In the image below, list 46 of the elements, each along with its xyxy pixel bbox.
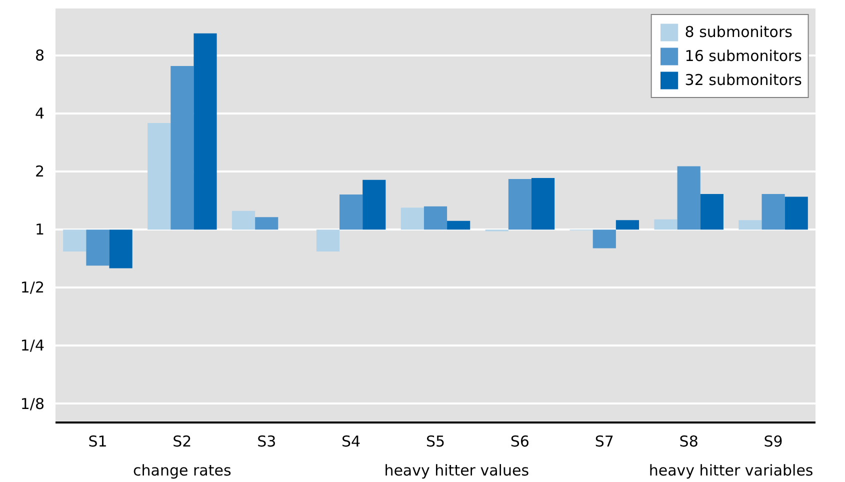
bar [316, 230, 340, 252]
bar [232, 210, 256, 230]
x-tick-label: S8 [679, 432, 698, 450]
legend-label: 16 submonitors [684, 47, 802, 65]
bar [762, 194, 785, 230]
bar [400, 208, 424, 230]
x-tick-label: S7 [594, 432, 614, 450]
bar [340, 194, 363, 230]
y-tick-label: 1/4 [20, 336, 44, 355]
bar [616, 220, 640, 230]
y-tick-label: 1 [34, 220, 45, 239]
bar [194, 33, 217, 230]
bar [508, 178, 532, 230]
x-tick-label: S9 [764, 432, 783, 450]
y-tick-label: 8 [34, 46, 45, 64]
bar [362, 180, 386, 230]
text: heavy hitter variables [648, 462, 814, 480]
text: change rates [133, 462, 232, 480]
x-tick-label: S3 [257, 432, 276, 450]
x-tick-label: S1 [88, 432, 108, 450]
x-tick-label: S5 [426, 432, 446, 450]
x-tick-label: S4 [342, 432, 361, 450]
bar [148, 122, 171, 230]
bar [592, 230, 616, 248]
legend-label: 32 submonitors [684, 71, 802, 89]
x-tick-label: S6 [510, 432, 530, 450]
legend-label: 8 submonitors [684, 23, 792, 41]
y-tick-label: 1/2 [20, 278, 44, 297]
text: heavy hitter values [384, 462, 530, 480]
bar [109, 230, 132, 268]
bar [531, 178, 555, 230]
bar [424, 206, 448, 230]
bar [255, 217, 278, 230]
bar [63, 230, 86, 252]
bar [784, 196, 808, 230]
bar [654, 219, 678, 230]
x-tick-label: S2 [172, 432, 192, 450]
bar [677, 166, 700, 230]
bar [170, 66, 194, 230]
y-tick-label: 1/8 [20, 394, 44, 413]
bar [86, 230, 110, 266]
y-tick-label: 4 [34, 104, 45, 122]
y-tick-label: 2 [34, 162, 45, 181]
bar [738, 220, 762, 230]
bar [447, 220, 470, 230]
bar [700, 194, 724, 230]
